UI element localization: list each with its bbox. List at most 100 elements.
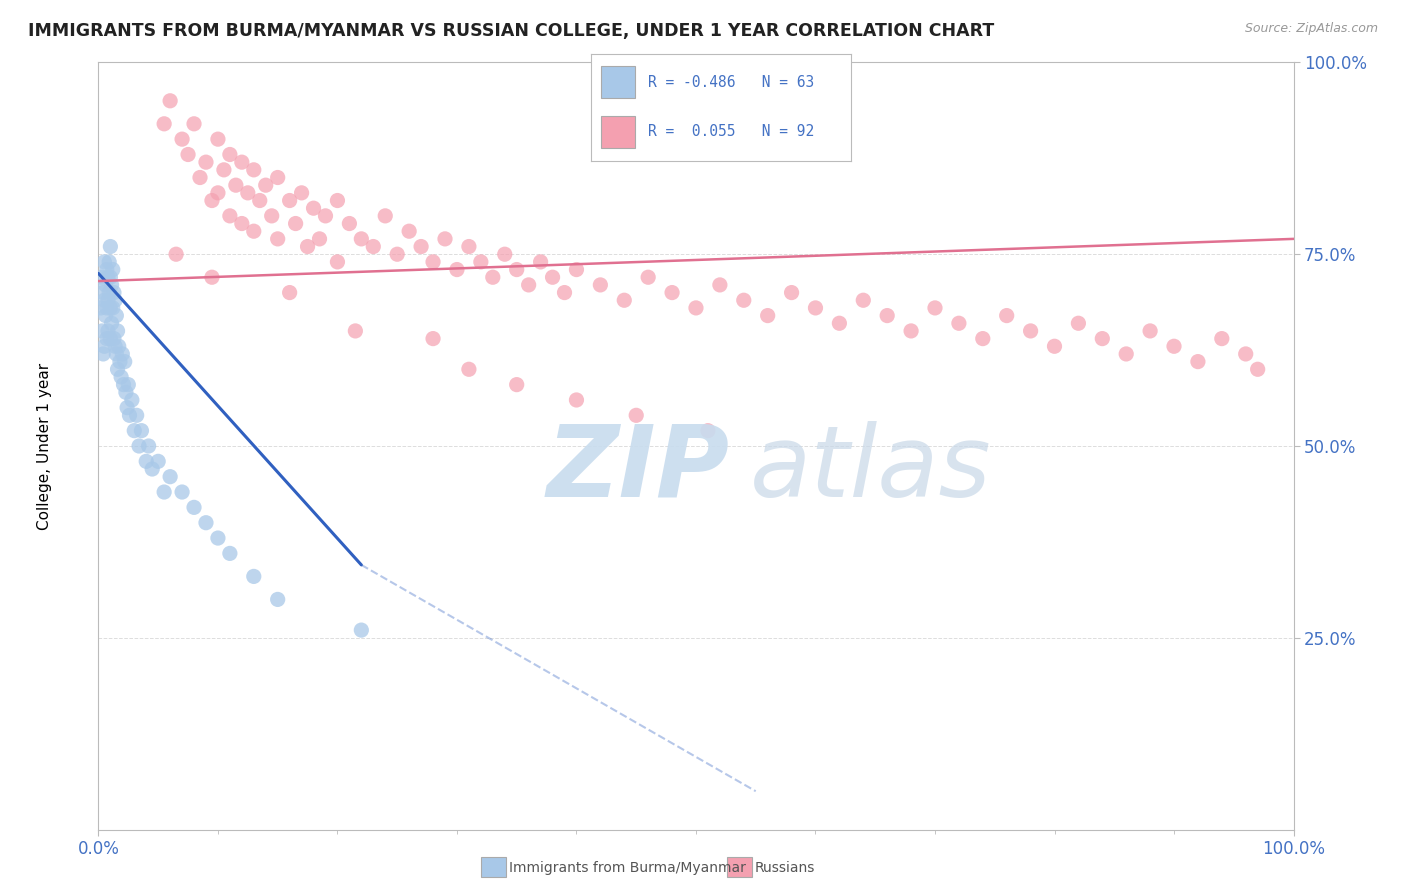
- Point: [97, 324, 120, 338]
- Point: [96, 262, 118, 277]
- Point: [148, 454, 170, 468]
- Point: [470, 255, 492, 269]
- Point: [385, 247, 409, 261]
- Point: [111, 347, 134, 361]
- Point: [613, 293, 636, 308]
- Point: [733, 293, 755, 308]
- Point: [326, 194, 349, 208]
- Point: [1163, 339, 1185, 353]
- Point: [177, 147, 200, 161]
- Point: [231, 217, 253, 231]
- Point: [98, 332, 122, 346]
- Text: ZIP: ZIP: [547, 420, 730, 517]
- Point: [481, 270, 505, 285]
- Point: [114, 354, 136, 368]
- Point: [350, 232, 373, 246]
- Text: Source: ZipAtlas.com: Source: ZipAtlas.com: [1244, 22, 1378, 36]
- Point: [554, 285, 576, 300]
- Point: [506, 262, 529, 277]
- Point: [219, 147, 242, 161]
- Point: [315, 209, 337, 223]
- Point: [115, 401, 138, 415]
- Point: [104, 339, 127, 353]
- Point: [159, 94, 181, 108]
- Point: [115, 385, 138, 400]
- Point: [249, 194, 271, 208]
- Point: [374, 209, 396, 223]
- Point: [188, 170, 211, 185]
- Point: [308, 232, 330, 246]
- Point: [589, 277, 612, 292]
- Point: [207, 186, 229, 200]
- Point: [344, 324, 367, 338]
- Point: [101, 262, 124, 277]
- Point: [91, 270, 114, 285]
- Point: [1067, 316, 1090, 330]
- Point: [661, 285, 683, 300]
- Point: [506, 377, 529, 392]
- Point: [124, 424, 146, 438]
- Point: [219, 546, 242, 560]
- Point: [302, 201, 325, 215]
- Point: [98, 285, 121, 300]
- Point: [100, 316, 122, 330]
- Point: [118, 409, 141, 423]
- Point: [98, 255, 121, 269]
- Point: [350, 623, 373, 637]
- Point: [101, 301, 124, 315]
- Point: [422, 255, 444, 269]
- Point: [541, 270, 564, 285]
- Point: [697, 424, 720, 438]
- Point: [97, 293, 120, 308]
- Point: [1115, 347, 1137, 361]
- Point: [876, 309, 898, 323]
- Point: [98, 270, 122, 285]
- Point: [195, 516, 218, 530]
- Point: [780, 285, 803, 300]
- Point: [972, 332, 994, 346]
- Point: [339, 217, 361, 231]
- Point: [948, 316, 970, 330]
- Point: [398, 224, 420, 238]
- Point: [1247, 362, 1270, 376]
- Point: [107, 324, 129, 338]
- Bar: [600, 66, 634, 98]
- Point: [1019, 324, 1042, 338]
- Point: [97, 270, 120, 285]
- Point: [96, 301, 118, 315]
- Point: [243, 224, 266, 238]
- Point: [236, 186, 259, 200]
- Point: [207, 531, 229, 545]
- Point: [278, 285, 301, 300]
- Point: [517, 277, 540, 292]
- Point: [108, 354, 131, 368]
- Point: [637, 270, 659, 285]
- Point: [112, 377, 135, 392]
- Point: [260, 209, 283, 223]
- Point: [291, 186, 314, 200]
- Text: Russians: Russians: [755, 861, 815, 875]
- Point: [135, 454, 157, 468]
- Point: [183, 500, 205, 515]
- Point: [828, 316, 851, 330]
- Point: [278, 194, 301, 208]
- Point: [207, 132, 229, 146]
- Point: [363, 239, 385, 253]
- Bar: [600, 116, 634, 148]
- Point: [128, 439, 150, 453]
- Point: [93, 255, 115, 269]
- Point: [804, 301, 827, 315]
- Point: [756, 309, 779, 323]
- Point: [565, 392, 588, 407]
- Point: [212, 162, 235, 177]
- Point: [685, 301, 707, 315]
- Point: [117, 377, 139, 392]
- Point: [103, 332, 125, 346]
- Point: [458, 362, 481, 376]
- Point: [243, 569, 266, 583]
- Point: [284, 217, 307, 231]
- Point: [709, 277, 731, 292]
- Point: [93, 293, 115, 308]
- Point: [165, 247, 187, 261]
- Point: [626, 409, 648, 423]
